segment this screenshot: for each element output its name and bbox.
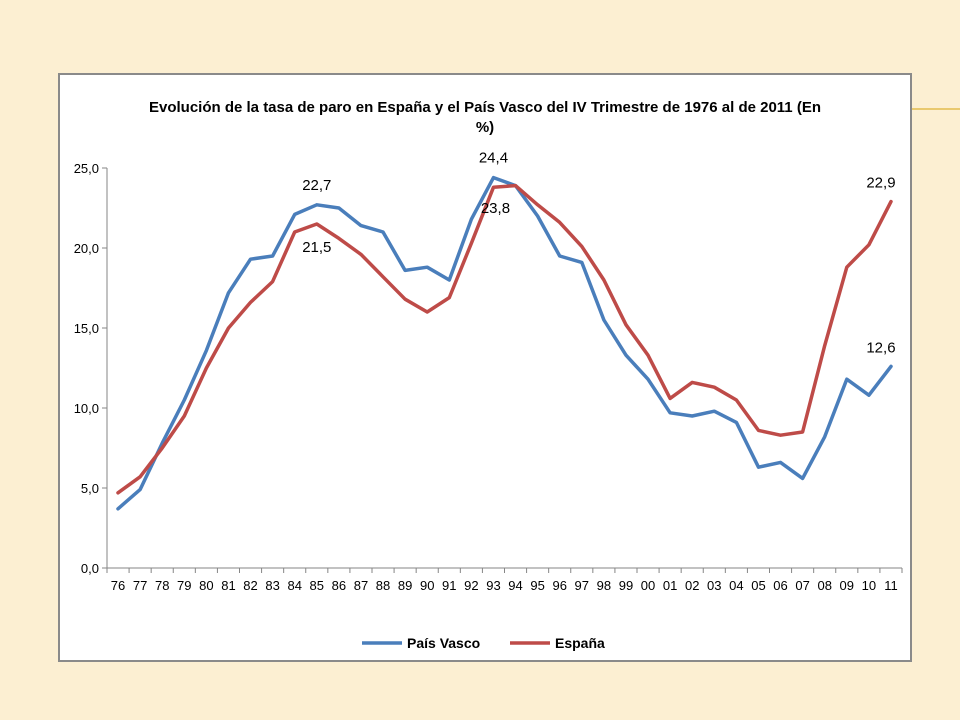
- x-tick-label: 91: [442, 578, 456, 593]
- x-tick-label: 76: [111, 578, 125, 593]
- y-tick-label: 20,0: [74, 241, 99, 256]
- data-label: 21,5: [302, 239, 331, 256]
- y-tick-label: 15,0: [74, 321, 99, 336]
- data-label: 12,6: [866, 339, 895, 356]
- legend-label-espana: España: [555, 635, 605, 651]
- x-tick-label: 03: [707, 578, 721, 593]
- x-tick-label: 92: [464, 578, 478, 593]
- x-tick-label: 88: [376, 578, 390, 593]
- series-lines: [116, 175, 893, 511]
- x-tick-label: 85: [310, 578, 324, 593]
- x-tick-label: 10: [862, 578, 876, 593]
- x-tick-label: 98: [597, 578, 611, 593]
- x-tick-label: 01: [663, 578, 677, 593]
- x-tick-label: 08: [817, 578, 831, 593]
- data-label: 22,9: [866, 175, 895, 192]
- chart-title-line1: Evolución de la tasa de paro en España y…: [149, 99, 821, 116]
- x-tick-label: 11: [884, 578, 898, 593]
- chart-svg: Evolución de la tasa de paro en España y…: [74, 99, 903, 651]
- y-tick-label: 0,0: [81, 561, 99, 576]
- x-tick-label: 81: [221, 578, 235, 593]
- x-tick-label: 96: [552, 578, 566, 593]
- legend-label-pais-vasco: País Vasco: [407, 635, 480, 651]
- x-tick-label: 78: [155, 578, 169, 593]
- data-label: 23,8: [481, 200, 510, 217]
- data-label: 22,7: [302, 177, 331, 194]
- y-tick-label: 10,0: [74, 401, 99, 416]
- x-tick-label: 02: [685, 578, 699, 593]
- x-tick-label: 83: [265, 578, 279, 593]
- x-tick-label: 95: [530, 578, 544, 593]
- x-tick-label: 79: [177, 578, 191, 593]
- x-tick-label: 05: [751, 578, 765, 593]
- legend: País Vasco España: [362, 635, 605, 651]
- x-tick-label: 82: [243, 578, 257, 593]
- axes: 0,0 5,0 10,0 15,0 20,0 25,0 76 77 78 79 80 81 82 83 84…: [74, 161, 903, 593]
- x-tick-label: 97: [575, 578, 589, 593]
- x-tick-label: 94: [508, 578, 522, 593]
- decorative-accent-line: [905, 108, 960, 110]
- series-line-pais-vasco: [116, 175, 893, 511]
- x-tick-label: 07: [795, 578, 809, 593]
- data-label: 24,4: [479, 150, 508, 167]
- x-tick-label: 04: [729, 578, 743, 593]
- chart-frame: Evolución de la tasa de paro en España y…: [58, 73, 912, 662]
- y-tick-label: 5,0: [81, 481, 99, 496]
- x-tick-label: 90: [420, 578, 434, 593]
- x-tick-label: 99: [619, 578, 633, 593]
- x-tick-label: 87: [354, 578, 368, 593]
- series-line-espana: [116, 183, 893, 495]
- x-tick-label: 06: [773, 578, 787, 593]
- x-tick-label: 93: [486, 578, 500, 593]
- chart-title-line2: %): [476, 119, 494, 136]
- x-tick-label: 86: [332, 578, 346, 593]
- x-tick-label: 84: [287, 578, 301, 593]
- x-tick-label: 89: [398, 578, 412, 593]
- x-tick-label: 77: [133, 578, 147, 593]
- x-tick-label: 09: [840, 578, 854, 593]
- x-tick-label: 00: [641, 578, 655, 593]
- x-tick-label: 80: [199, 578, 213, 593]
- data-annotations: 22,7 21,5 24,4 23,8 22,9 12,6: [302, 150, 895, 357]
- y-tick-label: 25,0: [74, 161, 99, 176]
